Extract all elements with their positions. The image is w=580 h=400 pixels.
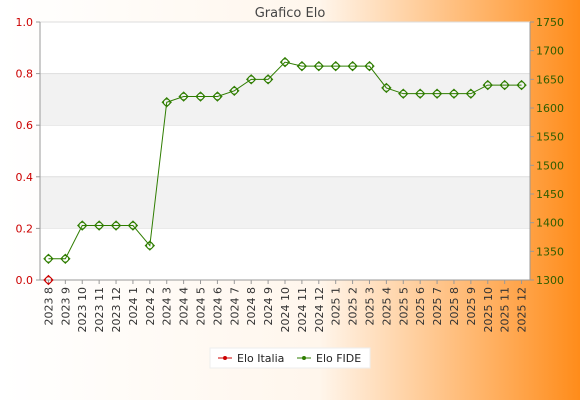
- x-tick-label: 2024 5: [195, 287, 208, 326]
- x-tick-label: 2024 10: [279, 287, 292, 333]
- y-right-tick-label: 1300: [536, 274, 564, 287]
- x-tick-label: 2025 9: [465, 287, 478, 326]
- y-right-tick-label: 1450: [536, 188, 564, 201]
- data-point-ring: [44, 254, 53, 263]
- chart-title: Grafico Elo: [255, 6, 326, 21]
- y-right-tick-label: 1750: [536, 16, 564, 29]
- y-left-tick-label: 0.0: [16, 274, 34, 287]
- x-tick-label: 2025 12: [516, 287, 529, 333]
- data-point-ring: [213, 92, 222, 101]
- y-right-tick-label: 1400: [536, 217, 564, 230]
- x-tick-label: 2023 10: [76, 287, 89, 333]
- x-tick-label: 2023 12: [110, 287, 123, 333]
- y-right-tick-label: 1500: [536, 159, 564, 172]
- x-tick-label: 2024 4: [178, 287, 191, 326]
- x-tick-label: 2024 9: [262, 287, 275, 326]
- data-point-ring: [44, 276, 53, 284]
- data-point-ring: [433, 89, 441, 98]
- data-point-ring: [247, 75, 256, 84]
- data-point-ring: [162, 98, 171, 107]
- x-tick-label: 2024 12: [313, 287, 326, 333]
- data-point-ring: [95, 221, 103, 230]
- data-point-ring: [399, 89, 408, 98]
- x-tick-label: 2024 7: [228, 287, 241, 326]
- x-tick-label: 2023 11: [93, 287, 106, 333]
- x-tick-label: 2025 4: [380, 287, 393, 326]
- x-tick-label: 2025 2: [347, 287, 360, 326]
- x-tick-label: 2025 1: [330, 287, 343, 326]
- data-point-ring: [129, 221, 137, 230]
- data-point-ring: [281, 58, 289, 66]
- x-tick-label: 2024 3: [161, 287, 174, 326]
- x-tick-label: 2025 7: [431, 287, 444, 326]
- legend-label: Elo FIDE: [316, 352, 361, 365]
- legend-label: Elo Italia: [237, 352, 284, 365]
- x-tick-label: 2025 3: [363, 287, 376, 326]
- x-tick-label: 2023 8: [42, 287, 55, 326]
- data-point-ring: [331, 62, 340, 70]
- x-tick-label: 2025 10: [482, 287, 495, 333]
- data-point-ring: [450, 89, 458, 98]
- data-point-ring: [348, 62, 357, 70]
- data-point-ring: [112, 221, 120, 230]
- grid-band: [40, 176, 530, 229]
- x-tick-label: 2024 6: [211, 287, 224, 326]
- data-point-ring: [61, 254, 70, 263]
- legend-box: [209, 347, 371, 369]
- x-tick-label: 2024 2: [144, 287, 157, 326]
- y-right-tick-label: 1700: [536, 45, 564, 58]
- y-right-tick-label: 1550: [536, 131, 564, 144]
- x-tick-label: 2024 11: [296, 287, 309, 333]
- data-point-ring: [78, 221, 87, 230]
- data-point-ring: [500, 81, 509, 89]
- data-point-ring: [382, 84, 391, 92]
- data-point-ring: [196, 92, 205, 101]
- y-left-tick-label: 0.4: [16, 171, 34, 184]
- chart-legend: Elo Italia Elo FIDE: [209, 347, 371, 369]
- data-point-ring: [179, 92, 188, 101]
- x-tick-label: 2025 5: [397, 287, 410, 326]
- y-right-tick-label: 1600: [536, 102, 564, 115]
- x-tick-label: 2023 9: [59, 287, 72, 326]
- data-point-ring: [365, 62, 374, 70]
- y-left-tick-label: 1.0: [16, 16, 34, 29]
- grid-band: [40, 73, 530, 126]
- x-tick-label: 2025 8: [448, 287, 461, 326]
- y-left-tick-label: 0.8: [16, 68, 34, 81]
- y-left-tick-label: 0.6: [16, 119, 34, 132]
- data-point-ring: [264, 75, 272, 84]
- x-tick-label: 2024 1: [127, 287, 140, 326]
- legend-swatch-marker: [223, 356, 227, 360]
- data-point-ring: [517, 81, 526, 89]
- legend-swatch-marker: [302, 356, 306, 360]
- data-point-ring: [298, 62, 306, 70]
- data-point-ring: [467, 89, 475, 98]
- series-line: [48, 61, 522, 260]
- data-point-ring: [416, 89, 424, 98]
- data-point-ring: [146, 241, 154, 250]
- y-left-tick-label: 0.2: [16, 222, 34, 235]
- data-point-ring: [230, 87, 239, 95]
- data-point-ring: [314, 62, 323, 70]
- y-right-tick-label: 1350: [536, 245, 564, 258]
- plot-area: [40, 22, 530, 280]
- x-tick-label: 2024 8: [245, 287, 258, 326]
- x-tick-label: 2025 11: [499, 287, 512, 333]
- y-right-tick-label: 1650: [536, 73, 564, 86]
- data-point-ring: [483, 81, 492, 89]
- x-tick-label: 2025 6: [414, 287, 427, 326]
